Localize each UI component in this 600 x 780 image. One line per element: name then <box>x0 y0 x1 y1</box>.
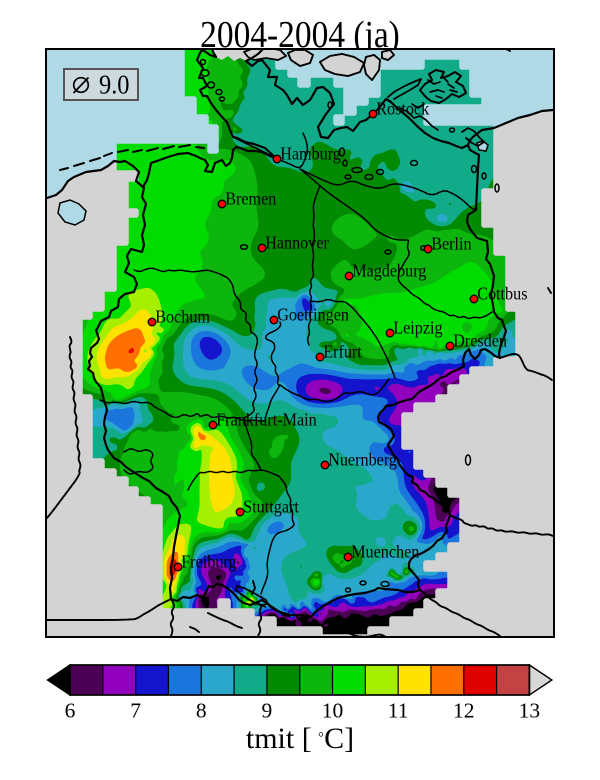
svg-text:Stuttgart: Stuttgart <box>243 497 299 517</box>
svg-text:10: 10 <box>322 699 344 723</box>
svg-text:Freiburg: Freiburg <box>181 552 236 572</box>
svg-text:Erfurt: Erfurt <box>323 342 362 362</box>
svg-text:Rostock: Rostock <box>376 99 430 119</box>
svg-text:9.0: 9.0 <box>99 69 130 99</box>
svg-text:Dresden: Dresden <box>453 331 507 351</box>
svg-text:Hamburg: Hamburg <box>280 144 341 164</box>
svg-text:Berlin: Berlin <box>431 234 471 254</box>
svg-text:Magdeburg: Magdeburg <box>352 261 426 281</box>
svg-text:Leipzig: Leipzig <box>393 318 442 338</box>
svg-text:Bremen: Bremen <box>225 189 276 209</box>
svg-text:6: 6 <box>65 699 76 723</box>
svg-text:8: 8 <box>196 699 207 723</box>
svg-text:Muenchen: Muenchen <box>351 542 419 562</box>
svg-text:Nuernberg: Nuernberg <box>328 450 397 470</box>
svg-text:9: 9 <box>262 699 273 723</box>
svg-text:Bochum: Bochum <box>155 307 210 327</box>
svg-text:Goettingen: Goettingen <box>277 305 349 325</box>
svg-text:Cottbus: Cottbus <box>477 284 527 304</box>
svg-text:11: 11 <box>388 699 409 723</box>
svg-text:7: 7 <box>130 699 141 723</box>
svg-text:Hannover: Hannover <box>265 233 329 253</box>
svg-text:Frankfurt-Main: Frankfurt-Main <box>216 410 317 430</box>
svg-text:13: 13 <box>519 699 541 723</box>
svg-text:12: 12 <box>453 699 475 723</box>
